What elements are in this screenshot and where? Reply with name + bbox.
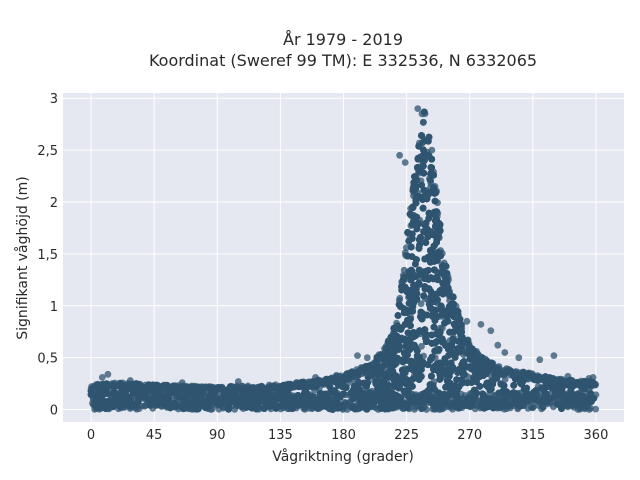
data-point <box>446 328 454 336</box>
data-point <box>423 331 431 339</box>
data-point <box>523 384 530 392</box>
data-point <box>430 366 438 374</box>
data-point <box>407 322 414 330</box>
data-point <box>476 383 484 390</box>
data-point <box>418 342 425 350</box>
data-point <box>510 382 518 389</box>
data-point <box>355 379 363 386</box>
data-point <box>428 372 435 380</box>
data-point <box>425 214 433 222</box>
data-point <box>453 376 461 384</box>
data-point <box>434 328 442 336</box>
data-point <box>408 297 416 304</box>
data-point <box>432 290 440 298</box>
data-point <box>342 384 350 391</box>
data-point <box>418 181 425 189</box>
data-point <box>427 287 435 295</box>
data-point <box>406 210 414 218</box>
data-point <box>406 335 414 343</box>
data-point <box>431 347 439 355</box>
data-point <box>444 377 452 385</box>
data-point <box>420 186 428 194</box>
data-point <box>450 337 458 344</box>
data-point <box>373 378 380 385</box>
data-point <box>416 236 423 244</box>
data-point <box>459 366 467 374</box>
data-point <box>421 283 429 290</box>
data-point <box>438 335 446 343</box>
data-point <box>415 279 423 287</box>
data-point <box>433 273 441 281</box>
data-point <box>427 293 435 301</box>
data-point <box>421 326 429 333</box>
data-point <box>407 243 415 251</box>
gridlines <box>63 93 624 422</box>
data-point <box>447 359 455 367</box>
data-point <box>500 382 508 390</box>
data-point <box>399 358 407 366</box>
data-point <box>394 312 402 319</box>
data-point <box>417 300 425 308</box>
data-point <box>419 268 427 276</box>
data-point <box>445 345 452 353</box>
data-point <box>428 331 436 339</box>
data-point <box>429 382 437 389</box>
data-point <box>442 359 450 367</box>
data-point <box>431 266 438 274</box>
data-point <box>401 349 408 357</box>
data-point <box>421 255 429 263</box>
data-point <box>421 221 429 229</box>
data-point <box>428 353 436 361</box>
data-points <box>87 105 600 413</box>
